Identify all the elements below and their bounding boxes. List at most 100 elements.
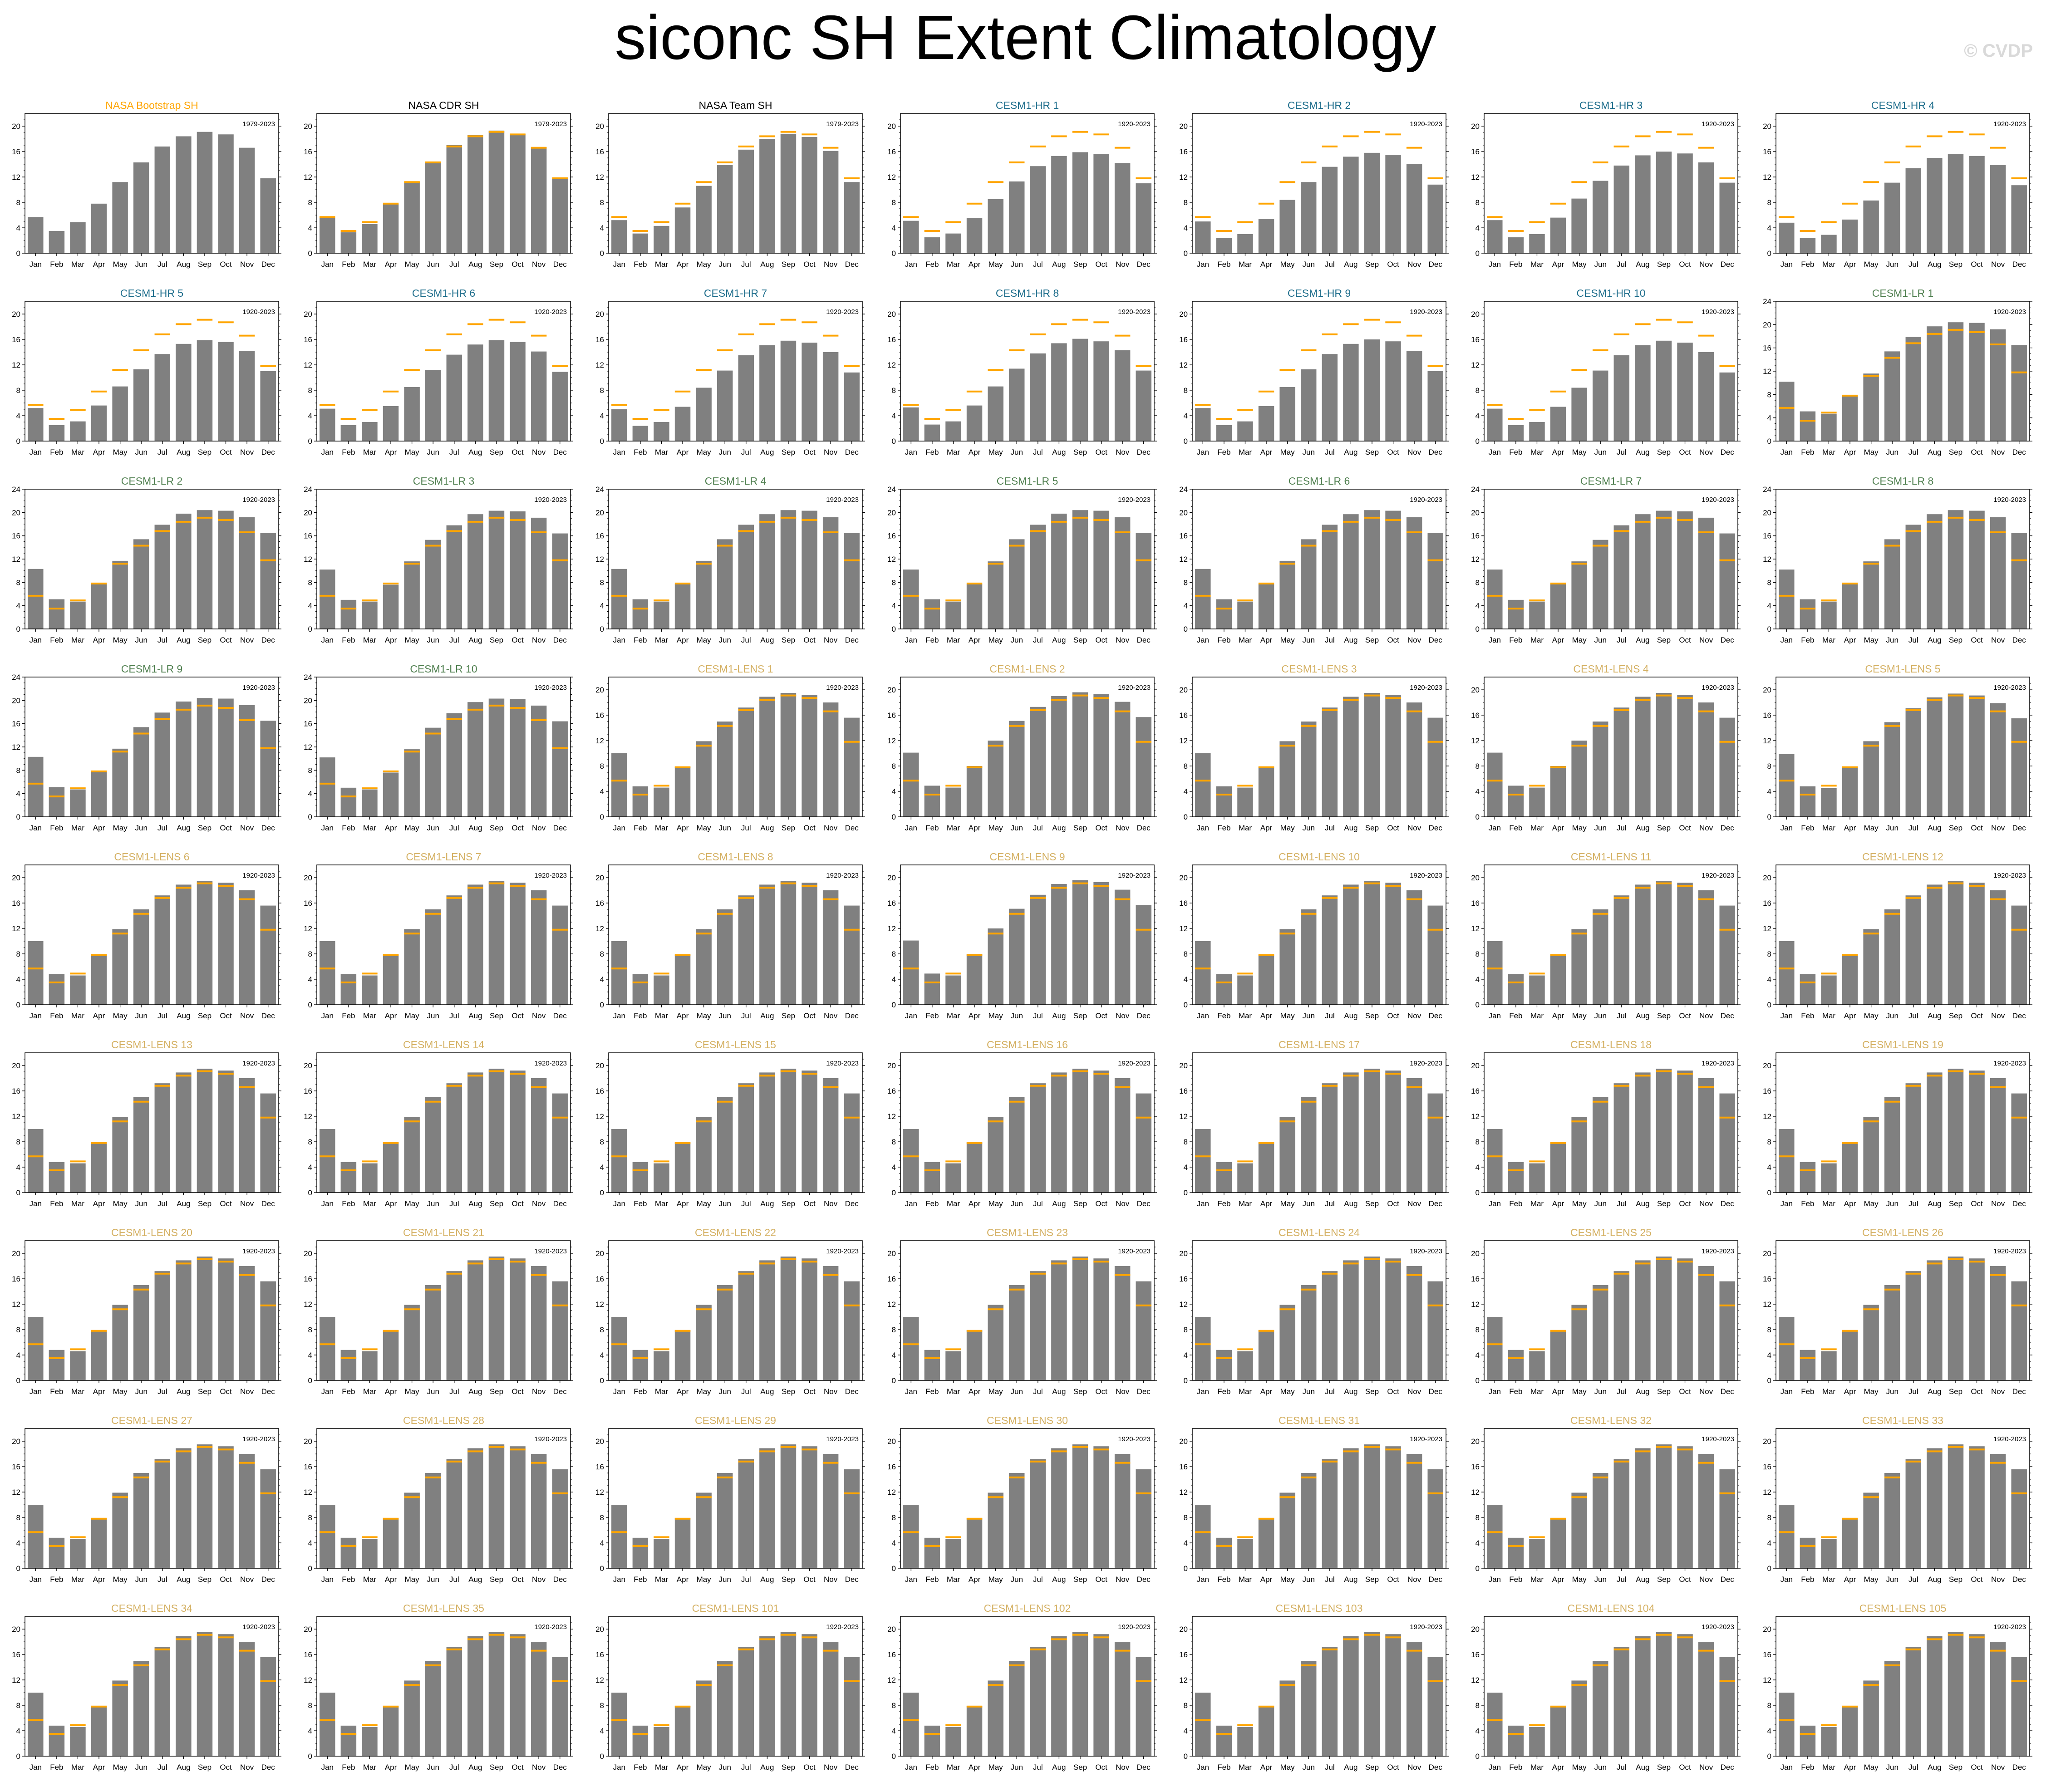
y-tick-label: 4 xyxy=(1184,224,1188,232)
x-tick-label: Aug xyxy=(1052,1387,1066,1396)
bar xyxy=(404,1305,420,1380)
x-tick-label: Jan xyxy=(321,1199,334,1208)
bar xyxy=(404,1117,420,1193)
bar xyxy=(924,786,940,817)
x-tick-label: Jul xyxy=(1325,260,1335,269)
bar xyxy=(1427,371,1443,441)
bar xyxy=(446,145,462,253)
x-tick-label: Feb xyxy=(925,448,939,457)
x-tick-label: May xyxy=(405,824,420,832)
x-tick-label: Mar xyxy=(947,1011,960,1020)
bar xyxy=(320,941,335,1005)
period-label: 1920-2023 xyxy=(1118,872,1151,879)
x-tick-label: Aug xyxy=(1928,1199,1941,1208)
y-tick-label: 16 xyxy=(1763,1087,1771,1095)
x-tick-label: Jul xyxy=(449,1199,459,1208)
x-tick-label: Jun xyxy=(1594,448,1606,457)
chart-panel: NASA Bootstrap SH 1979-2023 0 4 8 12 16 20 Jan Fe… xyxy=(0,95,285,277)
bar xyxy=(1719,182,1735,253)
period-label: 1920-2023 xyxy=(1410,1247,1442,1255)
x-tick-label: Mar xyxy=(947,448,960,457)
x-tick-label: Jul xyxy=(157,824,167,832)
bar xyxy=(717,1285,733,1380)
y-tick-label: 0 xyxy=(1476,1188,1480,1197)
bar xyxy=(1656,340,1672,441)
bar xyxy=(91,203,107,253)
x-tick-label: Nov xyxy=(1407,824,1421,832)
x-tick-label: Jan xyxy=(613,1387,625,1396)
x-tick-label: Oct xyxy=(1679,448,1691,457)
x-tick-label: Apr xyxy=(1260,448,1273,457)
y-tick-label: 16 xyxy=(887,532,896,540)
bar xyxy=(1237,1163,1253,1193)
x-tick-label: May xyxy=(1572,260,1587,269)
bar xyxy=(1863,373,1879,441)
x-tick-label: May xyxy=(1864,1011,1879,1020)
y-tick-label: 12 xyxy=(1179,924,1188,933)
x-tick-label: Dec xyxy=(553,636,567,644)
bar xyxy=(674,1142,691,1193)
x-tick-label: Feb xyxy=(1217,1387,1230,1396)
bar xyxy=(154,354,171,441)
x-tick-label: Feb xyxy=(925,636,939,644)
bar xyxy=(1550,954,1566,1005)
chart-panel: CESM1-LENS 21 1920-2023 0 4 8 12 16 20 Jan Feb Mar… xyxy=(292,1222,576,1404)
x-tick-label: Jul xyxy=(741,1387,751,1396)
y-tick-label: 16 xyxy=(595,899,604,908)
x-tick-label: Nov xyxy=(1991,448,2005,457)
bar xyxy=(340,787,357,817)
y-tick-label: 12 xyxy=(1179,361,1188,369)
y-tick-label: 16 xyxy=(1179,899,1188,908)
x-tick-label: Oct xyxy=(1971,260,1983,269)
y-tick-label: 0 xyxy=(892,249,896,258)
bar xyxy=(1842,584,1858,629)
bar xyxy=(966,1330,983,1380)
x-tick-label: Jan xyxy=(1197,448,1209,457)
bar xyxy=(1635,697,1651,817)
bar xyxy=(966,218,983,253)
y-tick-label: 20 xyxy=(595,508,604,517)
x-tick-label: Apr xyxy=(385,824,397,832)
y-tick-label: 8 xyxy=(1767,578,1771,587)
bar xyxy=(1322,354,1338,441)
period-label: 1920-2023 xyxy=(1410,872,1442,879)
bar xyxy=(1008,181,1025,253)
x-tick-label: Feb xyxy=(1217,448,1230,457)
x-tick-label: Dec xyxy=(845,260,859,269)
x-tick-label: Feb xyxy=(1217,824,1230,832)
x-tick-label: Apr xyxy=(677,824,689,832)
y-tick-label: 16 xyxy=(12,147,20,156)
y-tick-label: 20 xyxy=(1471,686,1480,694)
x-tick-label: Nov xyxy=(532,260,546,269)
bar xyxy=(1114,163,1131,253)
bar xyxy=(1322,1083,1338,1193)
y-tick-label: 20 xyxy=(12,696,20,705)
bar xyxy=(1008,368,1025,441)
y-tick-label: 16 xyxy=(1471,899,1480,908)
bar xyxy=(91,1142,107,1193)
x-tick-label: Mar xyxy=(1822,448,1836,457)
x-tick-label: Sep xyxy=(198,1199,211,1208)
period-label: 1979-2023 xyxy=(534,120,567,128)
x-tick-label: May xyxy=(113,260,128,269)
bar xyxy=(1279,929,1295,1005)
bar xyxy=(1343,884,1359,1005)
y-tick-label: 4 xyxy=(1476,412,1480,420)
x-tick-label: Nov xyxy=(240,260,254,269)
x-tick-label: Sep xyxy=(1949,824,1962,832)
x-tick-label: Apr xyxy=(677,1199,689,1208)
x-tick-label: Nov xyxy=(1991,824,2005,832)
bar xyxy=(552,179,568,253)
bar xyxy=(717,909,733,1005)
bar xyxy=(1072,1257,1088,1380)
x-tick-label: Jun xyxy=(1010,824,1023,832)
bar xyxy=(674,954,691,1005)
y-tick-label: 12 xyxy=(887,736,896,745)
y-tick-label: 4 xyxy=(16,1163,20,1172)
bar xyxy=(176,1072,192,1193)
x-tick-label: Feb xyxy=(634,1387,647,1396)
